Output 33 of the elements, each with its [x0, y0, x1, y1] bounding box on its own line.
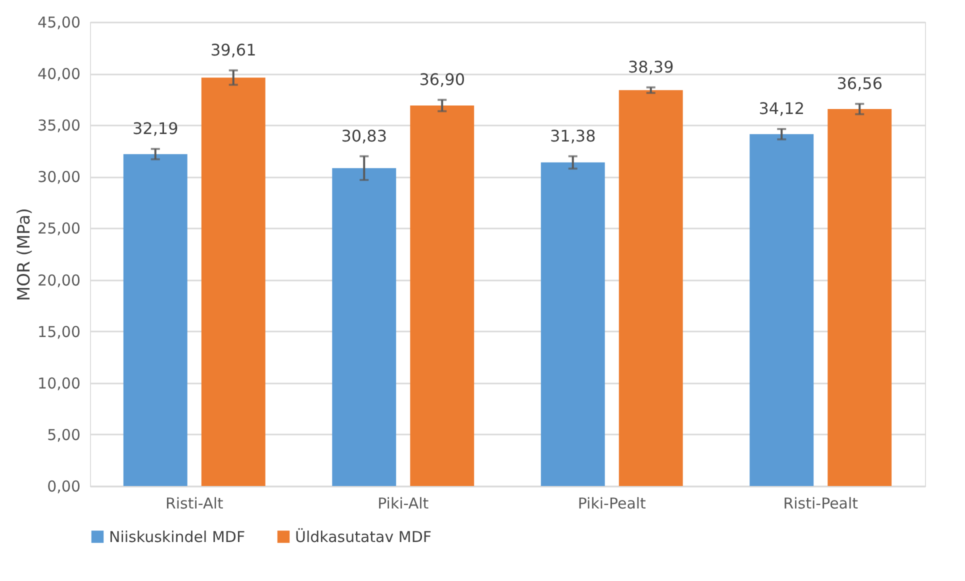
- data-label: 38,39: [628, 57, 674, 76]
- data-label: 36,90: [419, 70, 466, 89]
- bar: [750, 134, 814, 486]
- y-tick-label: 20,00: [38, 271, 80, 290]
- x-tick-label: Risti-Pealt: [783, 494, 858, 512]
- data-label: 36,56: [836, 74, 883, 93]
- bar: [618, 90, 683, 486]
- y-tick-label: 30,00: [38, 168, 80, 186]
- x-tick-label: Piki-Alt: [378, 494, 429, 512]
- y-tick-label: 45,00: [38, 14, 80, 32]
- y-tick-label: 35,00: [38, 116, 80, 135]
- legend-label: Üldkasutatav MDF: [295, 528, 432, 546]
- bar: [410, 106, 474, 486]
- bar: [828, 109, 892, 486]
- y-axis-title: MOR (MPa): [14, 208, 35, 302]
- y-tick-label: 0,00: [47, 478, 80, 496]
- y-tick-label: 10,00: [38, 374, 80, 392]
- data-label: 39,61: [210, 40, 256, 60]
- x-tick-label: Risti-Alt: [165, 494, 224, 512]
- legend-label: Niiskuskindel MDF: [109, 528, 246, 546]
- y-tick-label: 40,00: [38, 65, 80, 84]
- bar: [332, 168, 396, 486]
- data-label: 32,19: [132, 118, 178, 138]
- bar: [123, 154, 188, 486]
- y-tick-label: 15,00: [38, 322, 80, 341]
- x-tick-label: Piki-Pealt: [578, 494, 646, 512]
- data-label: 30,83: [341, 126, 388, 146]
- bar: [540, 162, 605, 486]
- data-label: 34,12: [758, 99, 805, 118]
- y-tick-label: 5,00: [47, 426, 80, 444]
- data-label: 31,38: [550, 126, 596, 146]
- bar: [201, 78, 266, 486]
- y-tick-label: 25,00: [38, 220, 80, 238]
